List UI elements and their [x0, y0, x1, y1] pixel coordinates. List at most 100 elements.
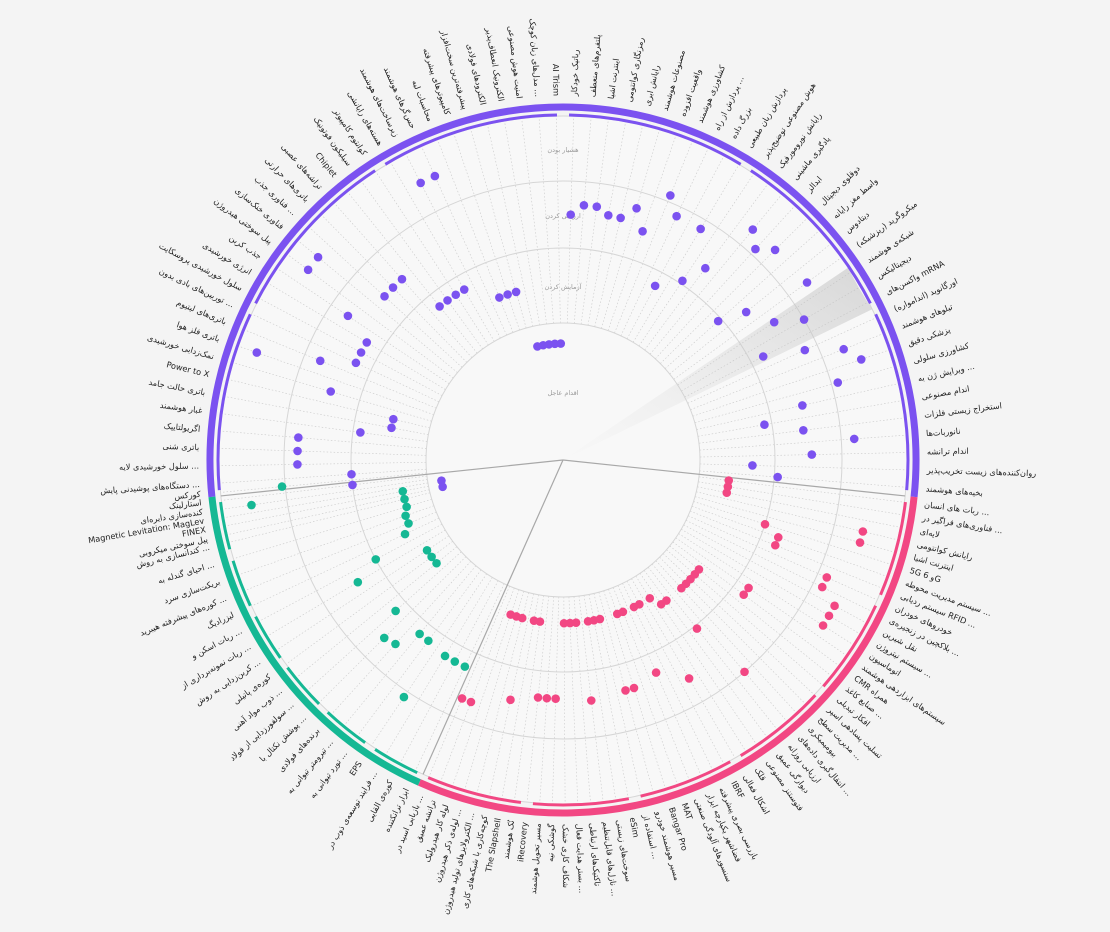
item-dot[interactable]: [293, 446, 302, 456]
item-dot[interactable]: [252, 348, 262, 357]
item-dot[interactable]: [595, 614, 605, 624]
item-dot[interactable]: [559, 618, 569, 628]
item-dot[interactable]: [303, 265, 313, 275]
item-dot[interactable]: [391, 606, 400, 616]
item-dot[interactable]: [849, 434, 859, 444]
item-dot[interactable]: [313, 252, 323, 262]
item-dot[interactable]: [618, 607, 628, 617]
item-dot[interactable]: [662, 596, 671, 605]
item-dot[interactable]: [807, 450, 817, 459]
item-dot[interactable]: [517, 613, 527, 623]
item-dot[interactable]: [822, 573, 832, 582]
item-dot[interactable]: [739, 590, 749, 600]
item-dot[interactable]: [638, 227, 647, 236]
item-dot[interactable]: [724, 476, 734, 485]
item-dot[interactable]: [503, 290, 512, 299]
item-dot[interactable]: [799, 426, 808, 435]
item-dot[interactable]: [401, 511, 410, 521]
item-dot[interactable]: [440, 651, 450, 661]
item-dot[interactable]: [748, 225, 758, 234]
item-dot[interactable]: [371, 555, 381, 564]
item-dot[interactable]: [651, 668, 661, 677]
item-dot[interactable]: [769, 317, 779, 327]
item-dot[interactable]: [347, 469, 356, 479]
item-dot[interactable]: [294, 433, 303, 442]
item-dot[interactable]: [579, 201, 589, 210]
item-dot[interactable]: [592, 202, 602, 211]
item-dot[interactable]: [856, 355, 866, 364]
item-dot[interactable]: [692, 624, 702, 633]
item-dot[interactable]: [351, 358, 361, 368]
item-dot[interactable]: [713, 316, 723, 326]
item-dot[interactable]: [740, 667, 749, 677]
item-dot[interactable]: [400, 494, 409, 504]
item-dot[interactable]: [457, 694, 467, 703]
item-dot[interactable]: [380, 292, 389, 301]
item-dot[interactable]: [424, 636, 433, 646]
item-dot[interactable]: [650, 281, 660, 291]
item-dot[interactable]: [353, 577, 363, 587]
item-dot[interactable]: [388, 283, 398, 292]
item-dot[interactable]: [629, 683, 639, 693]
item-dot[interactable]: [379, 633, 389, 643]
item-dot[interactable]: [459, 285, 469, 294]
item-dot[interactable]: [398, 486, 408, 496]
item-dot[interactable]: [542, 693, 552, 703]
item-dot[interactable]: [635, 599, 644, 609]
item-dot[interactable]: [694, 565, 704, 574]
item-dot[interactable]: [533, 693, 543, 702]
item-dot[interactable]: [511, 287, 521, 297]
item-dot[interactable]: [389, 414, 398, 424]
item-dot[interactable]: [621, 686, 630, 695]
item-dot[interactable]: [773, 472, 782, 482]
item-dot[interactable]: [773, 533, 783, 542]
item-dot[interactable]: [678, 276, 687, 286]
item-dot[interactable]: [800, 345, 810, 355]
item-dot[interactable]: [751, 244, 760, 254]
item-dot[interactable]: [701, 263, 710, 273]
item-dot[interactable]: [696, 224, 705, 234]
item-dot[interactable]: [818, 621, 828, 630]
item-dot[interactable]: [315, 356, 325, 366]
item-dot[interactable]: [758, 352, 768, 361]
item-dot[interactable]: [387, 423, 396, 433]
item-dot[interactable]: [666, 191, 675, 200]
item-dot[interactable]: [799, 315, 809, 324]
item-dot[interactable]: [247, 500, 256, 510]
item-dot[interactable]: [586, 696, 596, 705]
item-dot[interactable]: [391, 639, 400, 649]
item-dot[interactable]: [855, 538, 865, 547]
item-dot[interactable]: [415, 629, 424, 639]
item-dot[interactable]: [460, 662, 470, 671]
item-dot[interactable]: [604, 211, 613, 220]
item-dot[interactable]: [466, 697, 476, 707]
item-dot[interactable]: [402, 502, 411, 512]
item-dot[interactable]: [741, 307, 751, 317]
item-dot[interactable]: [571, 618, 581, 628]
item-dot[interactable]: [833, 378, 843, 387]
item-dot[interactable]: [645, 593, 655, 603]
item-dot[interactable]: [802, 278, 812, 287]
item-dot[interactable]: [551, 694, 560, 703]
item-dot[interactable]: [277, 482, 287, 491]
item-dot[interactable]: [770, 540, 780, 550]
item-dot[interactable]: [451, 290, 461, 300]
item-dot[interactable]: [535, 617, 545, 626]
item-dot[interactable]: [744, 583, 753, 593]
item-dot[interactable]: [566, 210, 575, 219]
item-dot[interactable]: [443, 296, 452, 305]
item-dot[interactable]: [839, 344, 848, 354]
item-dot[interactable]: [672, 211, 681, 221]
item-dot[interactable]: [684, 674, 694, 683]
item-dot[interactable]: [533, 342, 542, 351]
item-dot[interactable]: [427, 552, 436, 562]
item-dot[interactable]: [399, 692, 409, 702]
item-dot[interactable]: [438, 482, 447, 492]
item-dot[interactable]: [416, 178, 425, 188]
item-dot[interactable]: [824, 611, 834, 621]
item-dot[interactable]: [616, 213, 625, 223]
item-dot[interactable]: [760, 420, 769, 429]
item-dot[interactable]: [404, 519, 413, 528]
item-dot[interactable]: [770, 245, 780, 255]
item-dot[interactable]: [506, 695, 515, 705]
